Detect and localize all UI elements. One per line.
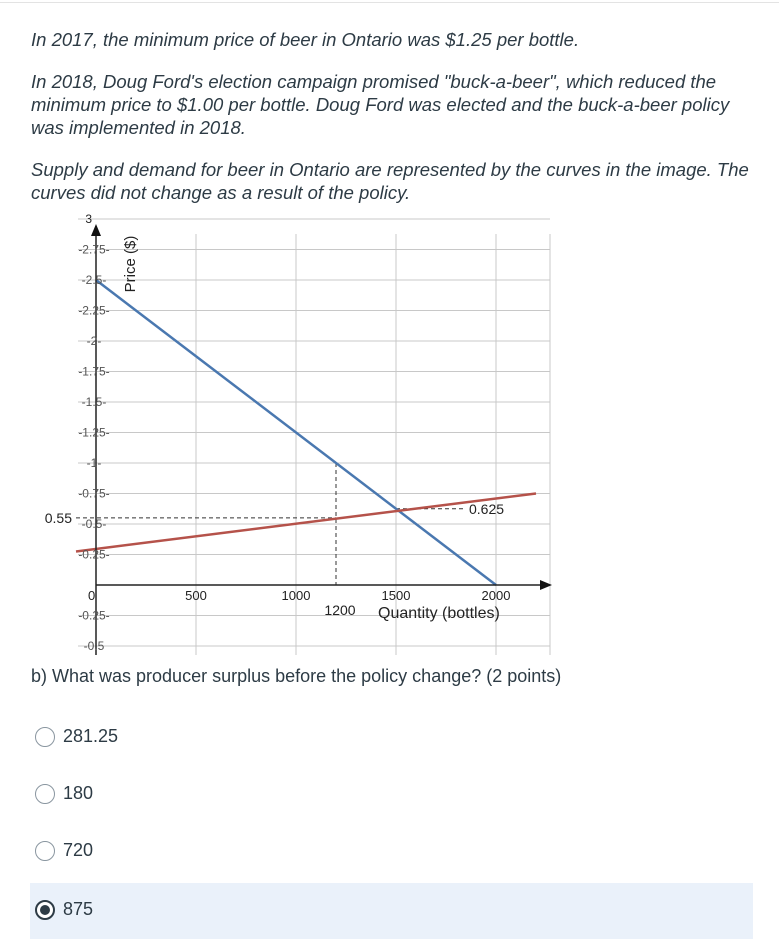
y-tick-label: -2- (87, 334, 102, 348)
y-tick-label: -1.75- (78, 365, 109, 379)
x-tick-label: 0 (88, 588, 95, 603)
y-tick-label: -0.25- (78, 609, 109, 623)
intro-paragraph-3: Supply and demand for beer in Ontario ar… (31, 159, 749, 203)
intro-paragraph-2: In 2018, Doug Ford's election campaign p… (31, 71, 730, 138)
y-axis-arrow-icon (91, 224, 101, 236)
option-label: 281.25 (63, 726, 119, 746)
x-tick-label: 2000 (482, 588, 511, 603)
annotation-label: 0.55 (45, 510, 72, 526)
x-tick-label: 1500 (382, 588, 411, 603)
y-tick-label: -1.5- (82, 395, 107, 409)
y-tick-label: 3 (85, 212, 92, 226)
x-axis-label: Quantity (bottles) (378, 605, 500, 622)
demand-curve (95, 279, 497, 586)
y-tick-label: -0.25- (78, 548, 109, 562)
answer-option-2[interactable]: 180 (30, 766, 753, 822)
y-axis-label: Price ($) (122, 236, 139, 293)
option-label: 180 (63, 783, 94, 803)
y-tick-label: -2.5- (82, 273, 107, 287)
y-tick-label: -2.75- (78, 243, 109, 257)
answer-option-3[interactable]: 720 (30, 823, 753, 879)
answer-option-1[interactable]: 281.25 (30, 708, 753, 764)
x-tick-label: 1000 (282, 588, 311, 603)
y-tick-label: -2.25- (78, 304, 109, 318)
y-tick-label: -1.25- (78, 426, 109, 440)
top-divider (0, 2, 779, 3)
annotation-label: 0.625 (469, 501, 504, 517)
radio-button-selected-icon[interactable] (35, 900, 55, 920)
option-label: 720 (63, 840, 94, 860)
supply-demand-chart: 3 -2.75- -2.5- -2.25- -2- -1.75- -1.5- -1.25- -1… (45, 212, 552, 655)
x-tick-label: 500 (185, 588, 207, 603)
y-tick-label: -0.75- (78, 487, 109, 501)
y-tick-label: -0.5- (82, 517, 107, 531)
question-text: b) What was producer surplus before the … (31, 666, 562, 686)
x-axis-arrow-icon (540, 580, 552, 590)
annotation-label: 1200 (324, 602, 355, 618)
radio-button-icon[interactable] (35, 784, 55, 804)
supply-curve (75, 492, 537, 553)
y-tick-label: -0.5 (84, 639, 105, 653)
radio-button-icon[interactable] (35, 841, 55, 861)
intro-paragraph-1: In 2017, the minimum price of beer in On… (31, 29, 580, 50)
radio-button-icon[interactable] (35, 727, 55, 747)
option-label: 875 (63, 899, 94, 919)
y-tick-label: -1- (87, 456, 102, 470)
answer-option-4[interactable]: 875 (30, 883, 753, 939)
